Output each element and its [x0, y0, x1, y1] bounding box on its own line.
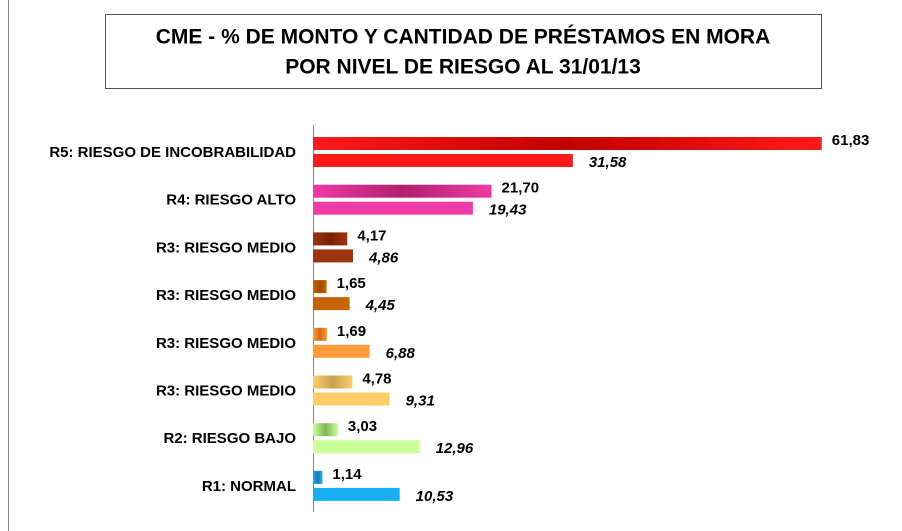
bar — [313, 423, 338, 437]
bar — [313, 297, 350, 311]
data-label: 1,69 — [337, 323, 366, 340]
bar — [313, 232, 348, 246]
y-tick-label: R1: NORMAL — [202, 478, 296, 495]
data-label: 3,03 — [348, 418, 377, 435]
data-label: 4,17 — [357, 227, 386, 244]
data-label: 19,43 — [489, 202, 527, 219]
y-tick-label: R3: RIESGO MEDIO — [156, 239, 296, 256]
bar — [313, 280, 327, 294]
y-tick-label: R3: RIESGO MEDIO — [156, 287, 296, 304]
y-tick-label: R3: RIESGO MEDIO — [156, 335, 296, 352]
data-label: 31,58 — [589, 154, 627, 171]
title-box — [105, 14, 822, 89]
data-label: 12,96 — [436, 440, 474, 457]
bar — [313, 487, 400, 501]
data-label: 1,65 — [337, 275, 366, 292]
bar — [313, 392, 390, 406]
data-label: 4,45 — [365, 297, 396, 314]
bar — [313, 137, 822, 150]
bar — [313, 184, 492, 198]
data-label: 4,86 — [368, 249, 399, 266]
bar — [313, 327, 327, 341]
chart-subtitle: POR NIVEL DE RIESGO AL 31/01/13 — [285, 56, 641, 79]
y-tick-label: R4: RIESGO ALTO — [166, 192, 296, 209]
data-label: 9,31 — [406, 392, 435, 409]
chart-title: CME - % DE MONTO Y CANTIDAD DE PRÉSTAMOS… — [156, 26, 771, 49]
bar — [313, 249, 353, 263]
y-tick-label: R5: RIESGO DE INCOBRABILIDAD — [49, 144, 296, 161]
bar — [313, 440, 420, 454]
data-label: 1,14 — [332, 466, 362, 483]
data-label: 61,83 — [832, 132, 870, 149]
data-label: 6,88 — [386, 345, 416, 362]
data-label: 21,70 — [502, 180, 540, 197]
data-label: 4,78 — [362, 370, 391, 387]
bar — [313, 154, 573, 167]
y-tick-label: R3: RIESGO MEDIO — [156, 382, 296, 399]
y-tick-label: R2: RIESGO BAJO — [163, 430, 296, 447]
bar — [313, 375, 353, 389]
bar — [313, 470, 323, 484]
data-label: 10,53 — [416, 488, 454, 505]
bar — [313, 201, 473, 215]
bar — [313, 344, 370, 358]
